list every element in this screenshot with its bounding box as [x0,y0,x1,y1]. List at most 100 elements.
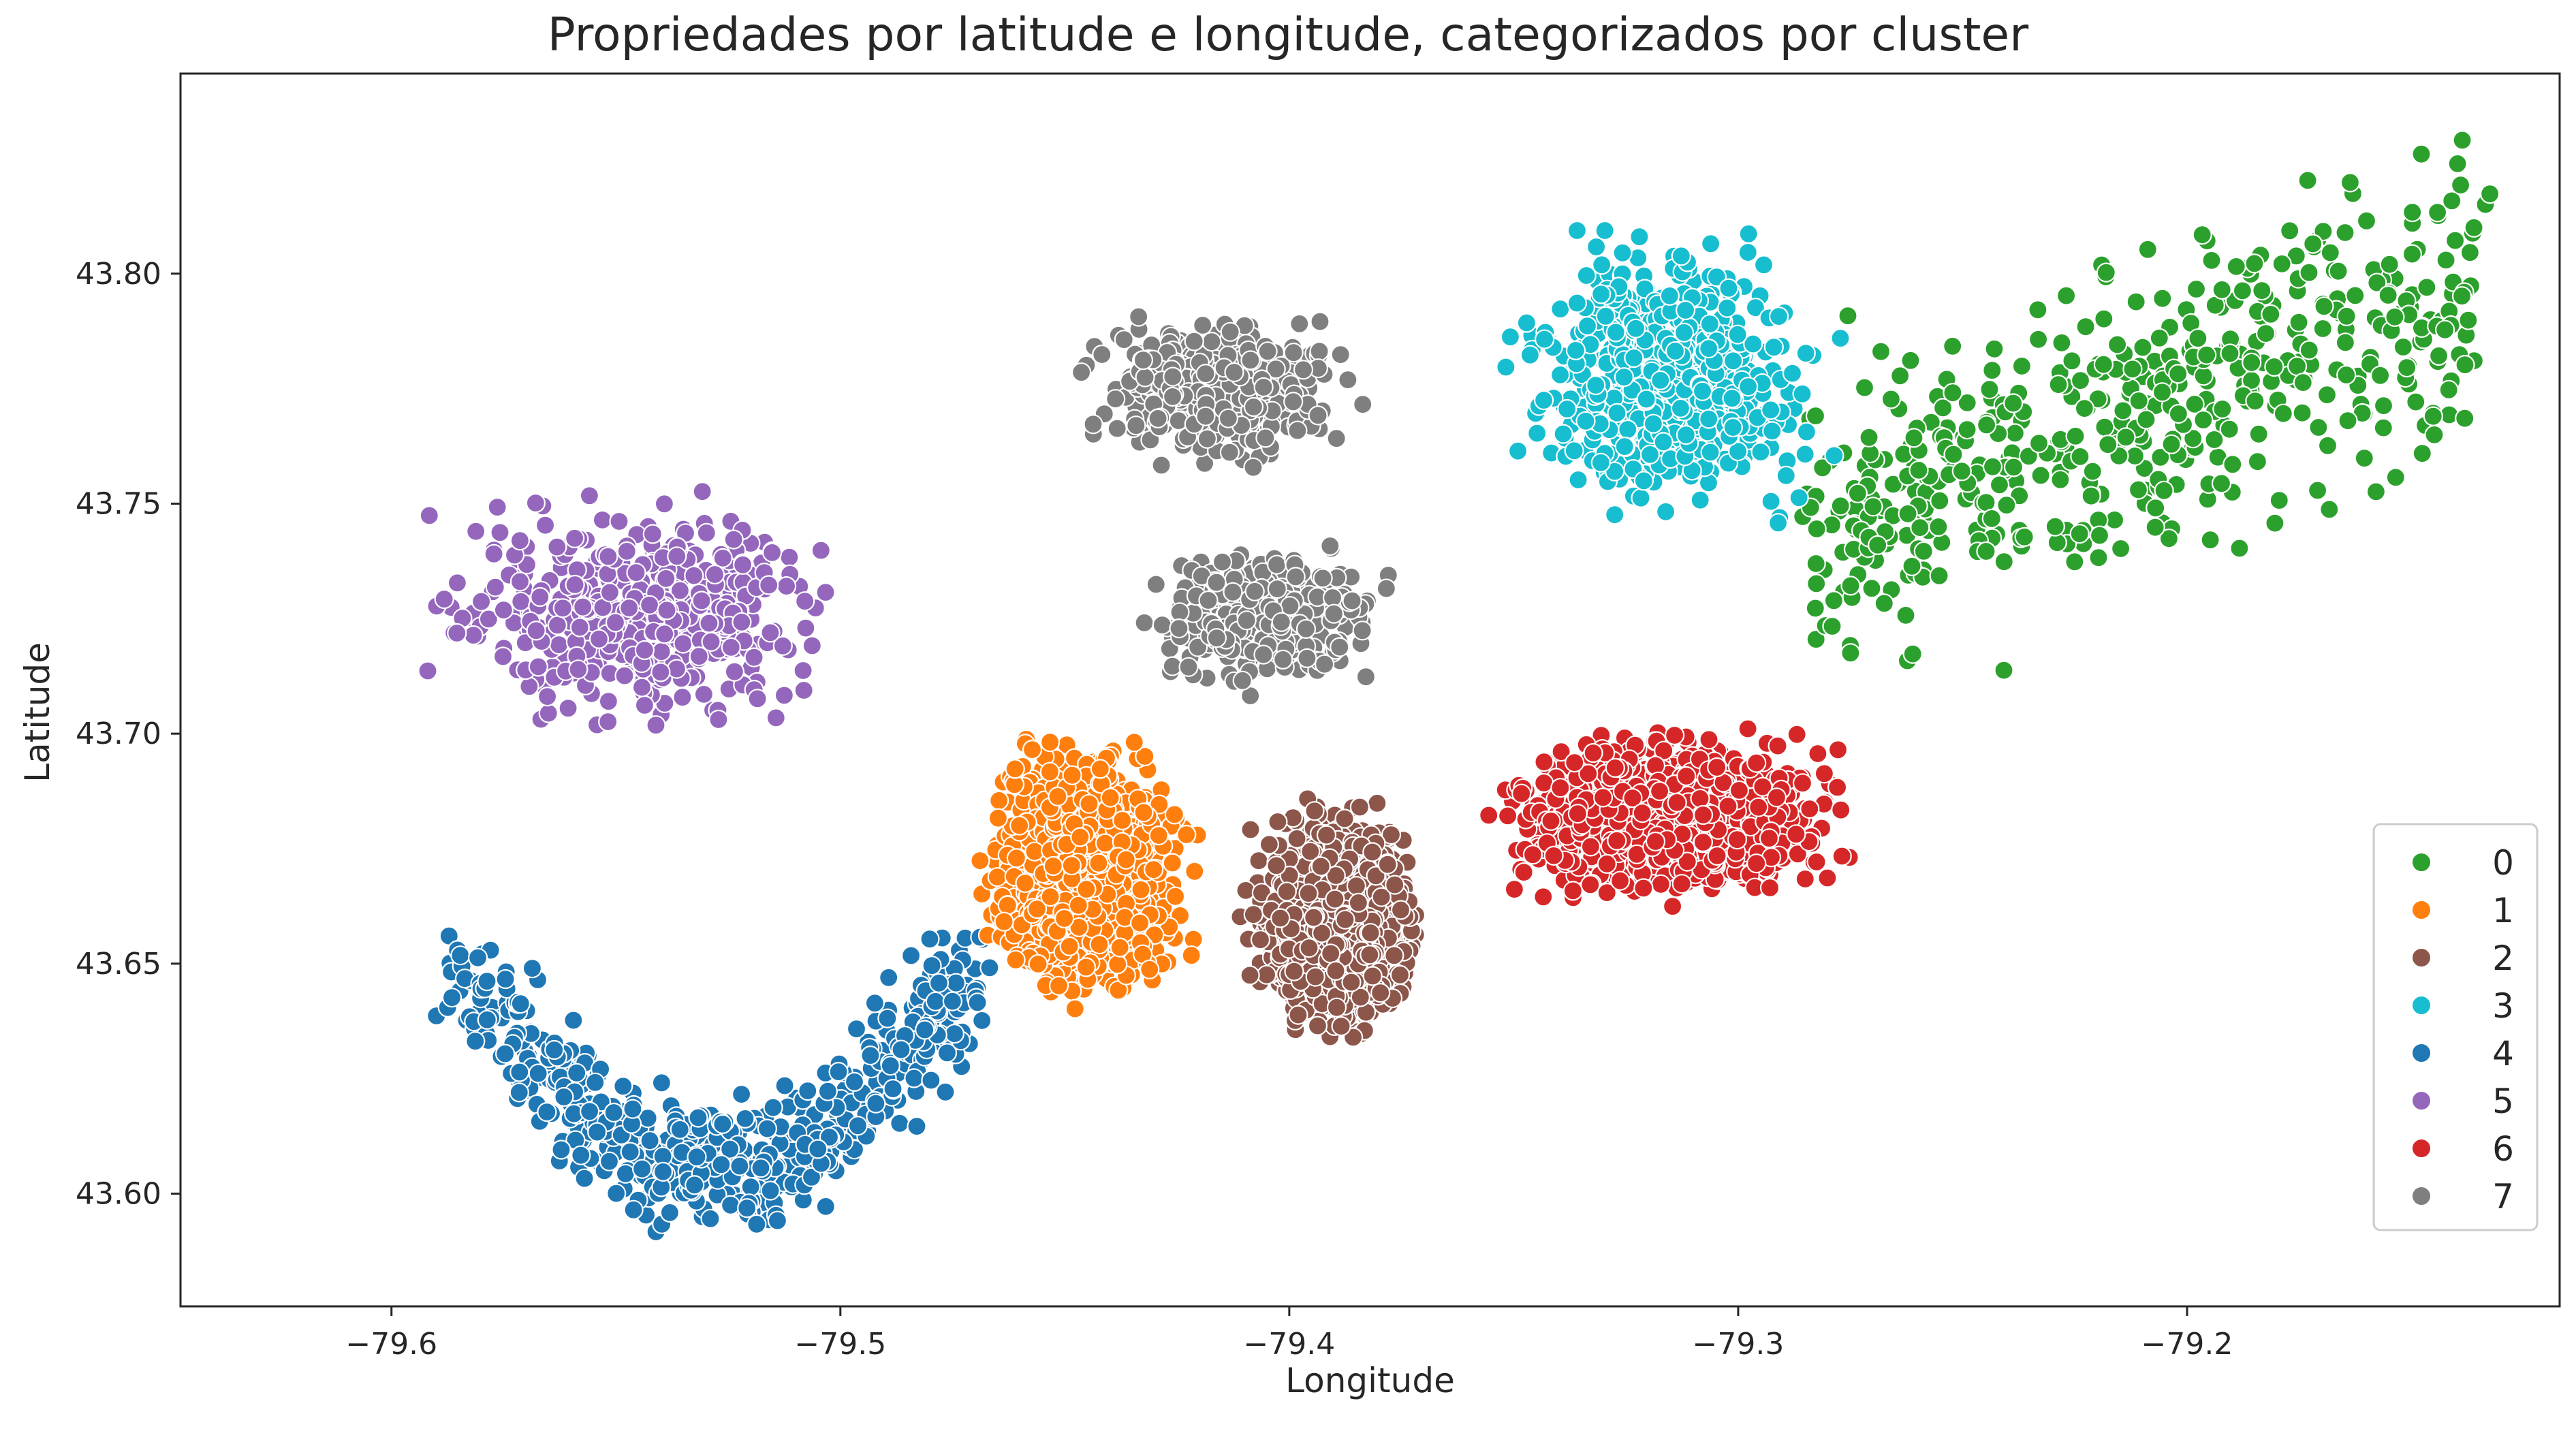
scatter-point [1586,375,1606,396]
scatter-point [525,492,546,514]
scatter-point [1232,670,1253,691]
scatter-point [631,677,653,697]
scatter-point [945,973,967,993]
scatter-point [471,591,492,612]
scatter-point [1909,460,1929,481]
scatter-point [2098,435,2118,455]
scatter-point [1310,856,1331,877]
scatter-point [657,600,677,620]
scatter-point [2150,447,2171,468]
scatter-point [2264,356,2284,377]
scatter-point [922,956,942,976]
scatter-point [1565,340,1586,361]
scatter-point [1257,341,1278,362]
scatter-point [1847,483,1868,503]
scatter-point [1308,405,1328,426]
scatter-point [1313,568,1333,588]
scatter-point [1283,392,1304,412]
scatter-point [721,637,741,658]
scatter-point [639,595,660,615]
scatter-point [1178,657,1199,677]
scatter-point [795,591,815,612]
scatter-point [1360,923,1381,943]
scatter-point [828,1061,849,1082]
scatter-point [723,529,744,550]
scatter-point [1575,411,1596,431]
scatter-point [1994,552,2014,572]
scatter-point [2367,272,2387,293]
scatter-point [1763,337,1784,358]
scatter-point [487,497,507,518]
scatter-point [1114,330,1134,350]
scatter-point [2458,310,2479,330]
scatter-point [1699,314,1720,334]
scatter-point [793,660,813,681]
scatter-point [1255,428,1276,448]
scatter-point [1148,408,1168,429]
scatter-point [1576,265,1597,286]
scatter-point [1761,491,1781,512]
scatter-point [2312,318,2333,339]
scatter-point [667,546,687,567]
scatter-point [1943,336,1963,356]
scatter-point [1943,383,1963,403]
scatter-point [492,646,514,667]
scatter-point [650,662,671,682]
scatter-point [2211,473,2232,494]
scatter-point [2265,513,2285,533]
scatter-point [1933,398,1953,418]
scatter-point [1796,422,1817,442]
scatter-point [1259,834,1280,855]
scatter-point [817,1081,838,1101]
scatter-point [2003,393,2024,413]
scatter-point [1299,938,1319,958]
scatter-point [2336,364,2357,386]
scatter-point [528,657,548,677]
scatter-point [1346,876,1367,896]
scatter-point [673,633,693,654]
scatter-point [751,1158,771,1178]
scatter-point [587,1122,608,1142]
scatter-point [447,623,467,644]
scatter-point [1304,907,1324,928]
scatter-point [2297,170,2318,191]
scatter-point [2356,210,2377,231]
scatter-point [920,929,940,949]
scatter-point [1676,424,1696,445]
scatter-point [547,537,567,557]
scatter-point [2299,262,2319,283]
scatter-point [2093,354,2114,375]
scatter-point [2069,524,2090,544]
scatter-point [942,991,963,1011]
chart-title: Propriedades por latitude e longitude, c… [547,8,2029,62]
scatter-point [1881,389,1901,409]
scatter-point [1830,328,1851,349]
scatter-point [1355,667,1377,687]
scatter-point [614,665,635,686]
scatter-point [1633,471,1654,491]
scatter-point [1979,379,2000,400]
scatter-point [1253,377,1274,398]
scatter-point [2320,242,2340,263]
scatter-point [654,494,675,514]
scatter-point [1240,819,1261,840]
scatter-point [1305,966,1325,987]
scatter-point [1266,554,1287,575]
scatter-point [655,624,675,644]
scatter-point [2412,443,2432,464]
scatter-point [2379,254,2400,274]
scatter-point [1996,494,2017,516]
scatter-point [1516,313,1537,333]
scatter-point [2335,222,2355,243]
scatter-point [1838,306,1858,326]
scatter-point [2354,448,2374,469]
scatter-point [1977,415,1997,435]
scatter-point [1805,598,1825,618]
scatter-point [653,1161,674,1182]
scatter-point [1508,441,1528,461]
scatter-point [937,1043,958,1063]
scatter-point [2056,285,2077,306]
scatter-point [2256,324,2276,344]
scatter-point [921,1070,941,1090]
